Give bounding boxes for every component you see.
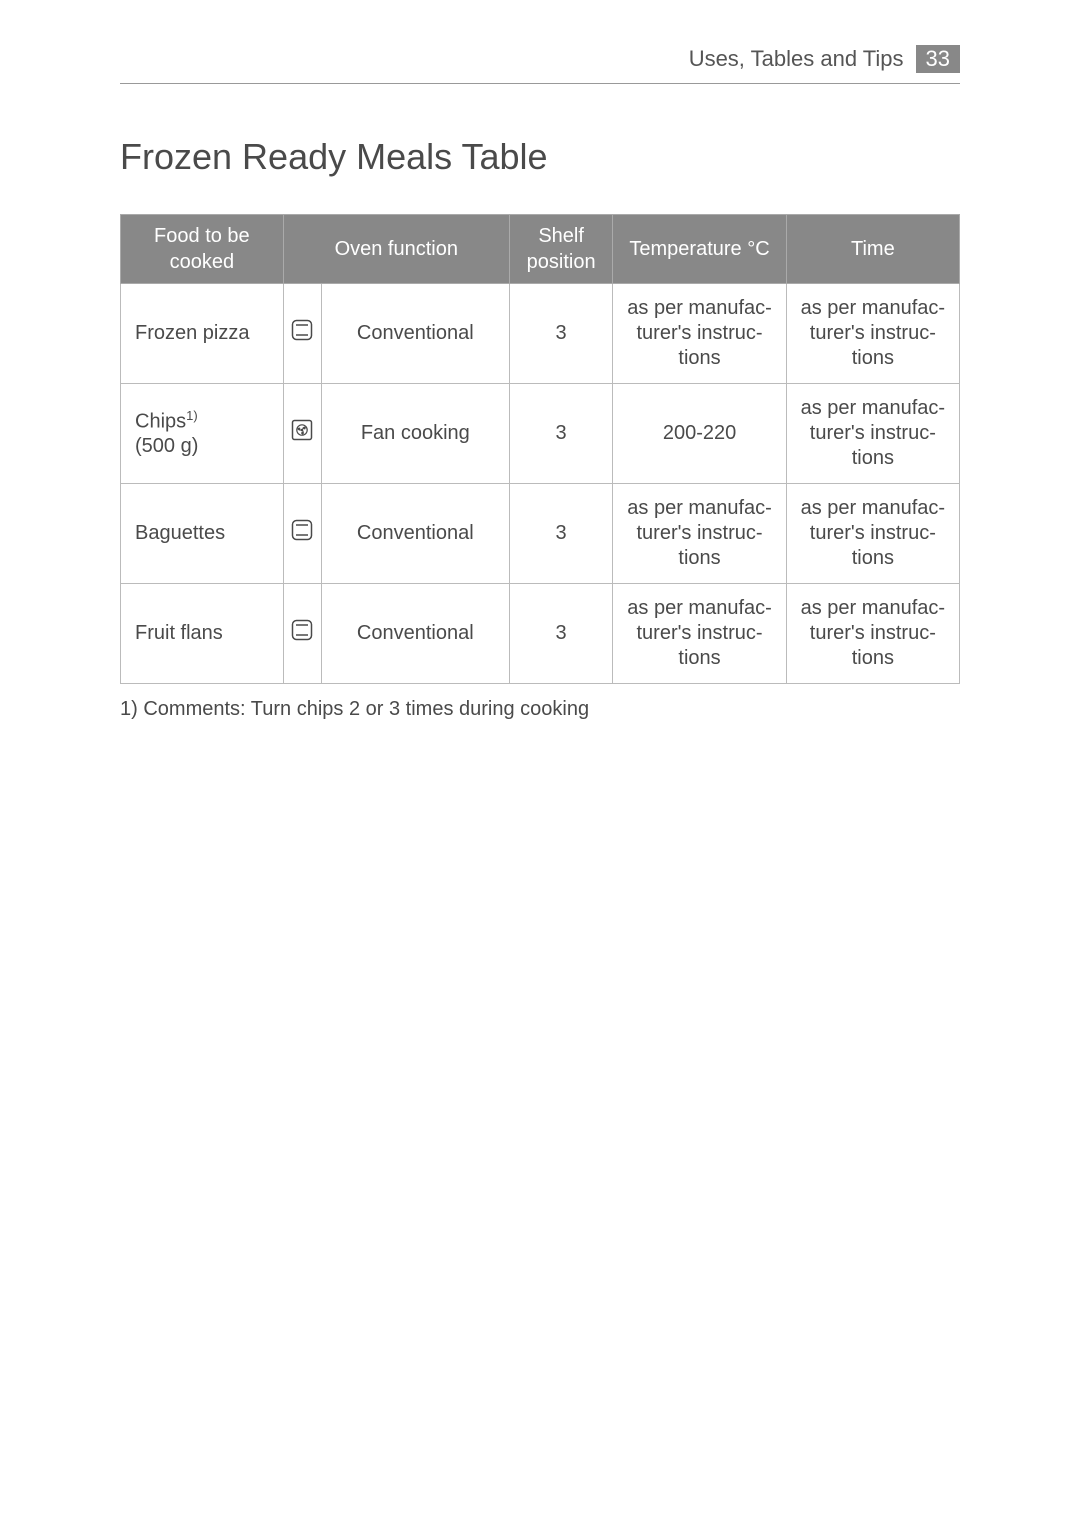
food-name: Chips (135, 410, 186, 432)
table-row: Chips1) (500 g) Fan cooking3200-220as per… (121, 384, 960, 484)
col-header-time: Time (786, 215, 959, 284)
cell-oven-icon (283, 284, 321, 384)
cell-temperature: as per manufac-turer's instruc-tions (613, 584, 786, 684)
header-section-title: Uses, Tables and Tips (689, 46, 904, 72)
cell-temperature: 200-220 (613, 384, 786, 484)
col-header-shelf: Shelf position (509, 215, 613, 284)
table-header-row: Food to be cooked Oven function Shelf po… (121, 215, 960, 284)
cell-shelf: 3 (509, 584, 613, 684)
table-row: Frozen pizza Conventional3as per manufac… (121, 284, 960, 384)
cell-oven-icon (283, 584, 321, 684)
cell-shelf: 3 (509, 384, 613, 484)
food-sup: 1) (186, 408, 198, 423)
cell-food: Baguettes (121, 484, 284, 584)
cell-oven-function: Fan cooking (321, 384, 509, 484)
cell-food: Fruit flans (121, 584, 284, 684)
cell-time: as per manufac-turer's instruc-tions (786, 484, 959, 584)
col-header-temperature: Temperature °C (613, 215, 786, 284)
cell-oven-function: Conventional (321, 284, 509, 384)
page-title: Frozen Ready Meals Table (120, 136, 960, 178)
food-name: Frozen pizza (135, 322, 250, 344)
cell-shelf: 3 (509, 484, 613, 584)
cell-food: Chips1) (500 g) (121, 384, 284, 484)
conventional-icon (291, 619, 313, 641)
cell-food: Frozen pizza (121, 284, 284, 384)
table-row: Fruit flans Conventional3as per manufac-… (121, 584, 960, 684)
fan-icon (291, 419, 313, 441)
col-header-oven-function: Oven function (283, 215, 509, 284)
cell-shelf: 3 (509, 284, 613, 384)
cell-temperature: as per manufac-turer's instruc-tions (613, 484, 786, 584)
cell-time: as per manufac-turer's instruc-tions (786, 284, 959, 384)
food-name: Fruit flans (135, 622, 223, 644)
cell-temperature: as per manufac-turer's instruc-tions (613, 284, 786, 384)
cell-oven-function: Conventional (321, 484, 509, 584)
cell-time: as per manufac-turer's instruc-tions (786, 584, 959, 684)
conventional-icon (291, 519, 313, 541)
page-header: Uses, Tables and Tips 33 (120, 0, 960, 84)
conventional-icon (291, 319, 313, 341)
food-sub: (500 g) (135, 435, 198, 457)
col-header-food: Food to be cooked (121, 215, 284, 284)
footnote: 1) Comments: Turn chips 2 or 3 times dur… (120, 698, 960, 721)
cell-oven-icon (283, 484, 321, 584)
cell-oven-icon (283, 384, 321, 484)
food-name: Baguettes (135, 522, 225, 544)
page-number: 33 (916, 45, 960, 73)
cell-oven-function: Conventional (321, 584, 509, 684)
table-row: Baguettes Conventional3as per manufac-tu… (121, 484, 960, 584)
meals-table: Food to be cooked Oven function Shelf po… (120, 214, 960, 684)
cell-time: as per manufac-turer's instruc-tions (786, 384, 959, 484)
